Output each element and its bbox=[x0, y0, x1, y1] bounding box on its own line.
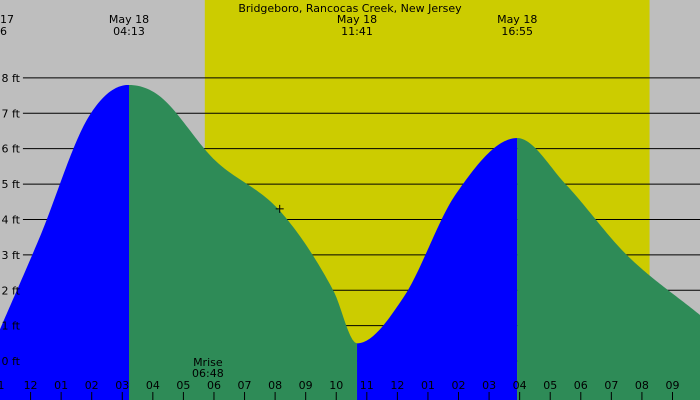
x-tick-label: 03 bbox=[482, 379, 496, 392]
falling-tide-area bbox=[517, 138, 700, 400]
y-tick-label: 8 ft bbox=[2, 72, 21, 85]
x-tick-label: 10 bbox=[329, 379, 343, 392]
y-axis-labels: 0 ft 1 ft 2 ft 3 ft 4 ft 5 ft 6 ft 7 ft 8 ft bbox=[2, 72, 21, 368]
y-tick-label: 3 ft bbox=[2, 249, 21, 262]
y-tick-label: 0 ft bbox=[2, 355, 21, 368]
tide-event-date: May 18 bbox=[497, 13, 537, 26]
y-tick-label: 2 ft bbox=[2, 284, 21, 297]
x-tick-label: 04 bbox=[146, 379, 160, 392]
y-tick-label: 5 ft bbox=[2, 178, 21, 191]
x-tick-label: 11 bbox=[360, 379, 374, 392]
x-tick-label: 03 bbox=[115, 379, 129, 392]
rising-tide-area bbox=[357, 138, 518, 400]
x-tick-label: 01 bbox=[421, 379, 435, 392]
falling-tide-area bbox=[129, 84, 358, 400]
x-tick-label: 02 bbox=[85, 379, 99, 392]
x-tick-label: 05 bbox=[543, 379, 557, 392]
x-tick-label: 06 bbox=[207, 379, 221, 392]
y-tick-label: 4 ft bbox=[2, 213, 21, 226]
x-tick-label: 1 bbox=[0, 379, 5, 392]
tide-event-time: 16:55 bbox=[501, 25, 533, 38]
y-tick-label: 1 ft bbox=[2, 320, 21, 333]
rising-tide-area bbox=[0, 84, 129, 400]
x-tick-label: 08 bbox=[268, 379, 282, 392]
x-tick-label: 12 bbox=[24, 379, 38, 392]
x-tick-label: 12 bbox=[390, 379, 404, 392]
crosshair-marker bbox=[275, 204, 284, 213]
tide-event-time: 04:13 bbox=[113, 25, 145, 38]
x-tick-label: 09 bbox=[665, 379, 679, 392]
x-tick-label: 01 bbox=[54, 379, 68, 392]
x-axis-labels: 1 12 01 02 03 04 05 06 07 08 09 10 11 12 01 02 03 04 05 06 0… bbox=[0, 379, 679, 400]
x-tick-label: 04 bbox=[513, 379, 527, 392]
y-tick-label: 6 ft bbox=[2, 143, 21, 156]
chart-title: Bridgeboro, Rancocas Creek, New Jersey bbox=[238, 2, 462, 15]
x-tick-label: 08 bbox=[635, 379, 649, 392]
tide-event-date: May 18 bbox=[109, 13, 149, 26]
y-tick-label: 7 ft bbox=[2, 107, 21, 120]
tide-event-time: 11:41 bbox=[341, 25, 373, 38]
tide-event-time: 6 bbox=[0, 25, 7, 38]
moon-event-name: Mrise bbox=[193, 356, 223, 369]
tide-event-date: 17 bbox=[0, 13, 14, 26]
tide-area bbox=[0, 84, 700, 400]
x-tick-label: 05 bbox=[176, 379, 190, 392]
x-tick-label: 07 bbox=[604, 379, 618, 392]
tide-event-date: May 18 bbox=[337, 13, 377, 26]
x-tick-label: 06 bbox=[574, 379, 588, 392]
x-tick-label: 07 bbox=[238, 379, 252, 392]
moon-event-time: 06:48 bbox=[192, 367, 224, 380]
x-tick-label: 02 bbox=[452, 379, 466, 392]
x-tick-label: 09 bbox=[299, 379, 313, 392]
